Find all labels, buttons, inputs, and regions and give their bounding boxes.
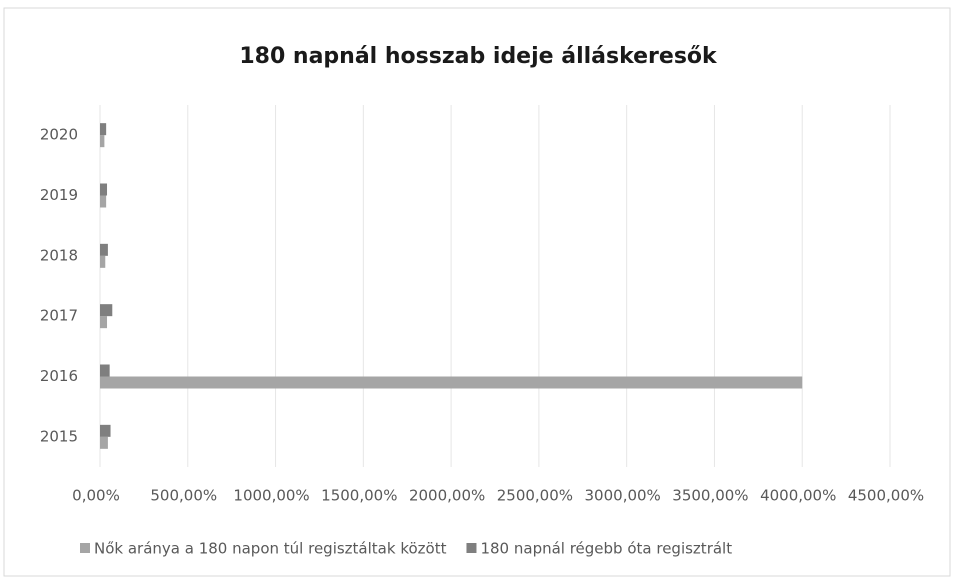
x-tick-label: 3500,00% <box>672 487 748 505</box>
x-tick-label: 0,00% <box>72 487 120 505</box>
x-tick-label: 2000,00% <box>409 487 485 505</box>
y-tick-label: 2019 <box>40 186 78 204</box>
y-tick-label: 2018 <box>40 246 78 264</box>
legend-label: 180 napnál régebb óta regisztrált <box>480 540 732 558</box>
bar <box>100 255 106 268</box>
y-tick-label: 2017 <box>40 307 78 325</box>
y-tick-label: 2016 <box>40 367 78 385</box>
bar <box>100 243 108 256</box>
bar <box>100 123 107 136</box>
legend-label: Nők aránya a 180 napon túl regisztáltak … <box>94 540 447 558</box>
x-tick-label: 2500,00% <box>497 487 573 505</box>
legend-swatch <box>466 543 477 553</box>
bar <box>100 316 108 329</box>
bar <box>100 376 803 389</box>
bar <box>100 135 105 148</box>
chart-title: 180 napnál hosszab ideje álláskeresők <box>239 44 718 69</box>
chart-border <box>3 7 951 577</box>
x-tick-label: 4000,00% <box>760 487 836 505</box>
x-tick-label: 3000,00% <box>585 487 661 505</box>
x-tick-label: 1500,00% <box>321 487 397 505</box>
y-tick-label: 2015 <box>40 427 78 445</box>
bar <box>100 424 111 437</box>
bar <box>100 183 108 196</box>
x-tick-label: 500,00% <box>150 487 217 505</box>
bar <box>100 364 110 377</box>
legend-swatch <box>80 543 90 553</box>
x-tick-label: 4500,00% <box>848 487 924 505</box>
x-tick-label: 1000,00% <box>233 487 309 505</box>
y-tick-label: 2020 <box>40 126 78 144</box>
bar <box>100 436 108 449</box>
bar <box>100 195 107 208</box>
bar <box>100 304 113 317</box>
